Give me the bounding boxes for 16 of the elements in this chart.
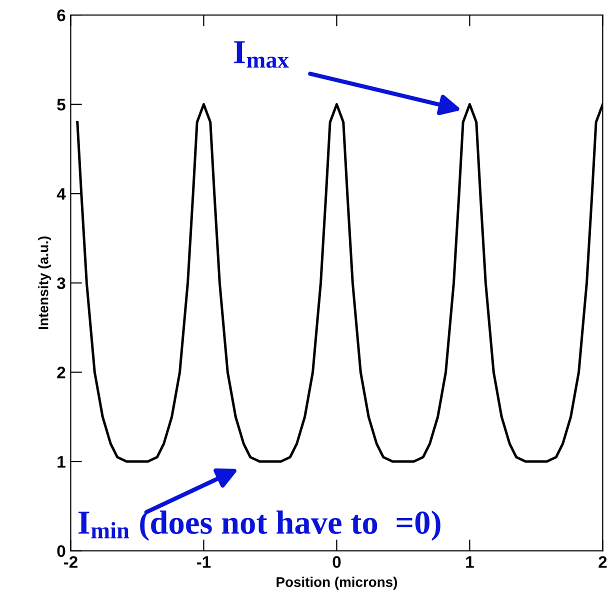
- x-tick-label: 0: [332, 556, 341, 568]
- annotation: I$_{min}$ (does not have to =0): [78, 510, 440, 541]
- y-tick-label: 0: [57, 545, 66, 558]
- y-axis-title: Intensity (a.u.): [38, 236, 52, 330]
- y-tick-label: 1: [58, 456, 66, 468]
- annotation: I$_{max}$: [234, 41, 289, 68]
- x-tick-label: 1: [466, 556, 474, 568]
- x-tick-label: 2: [598, 556, 607, 568]
- y-tick-label: 2: [57, 366, 66, 378]
- y-tick-label: 3: [56, 277, 66, 290]
- x-tick-label: -1: [196, 556, 211, 568]
- x-tick-label: -2: [64, 556, 78, 568]
- y-tick-label: 4: [56, 188, 66, 200]
- y-tick-label: 6: [57, 9, 66, 22]
- x-axis-title: Position (microns): [276, 576, 397, 590]
- y-tick-label: 5: [57, 98, 66, 111]
